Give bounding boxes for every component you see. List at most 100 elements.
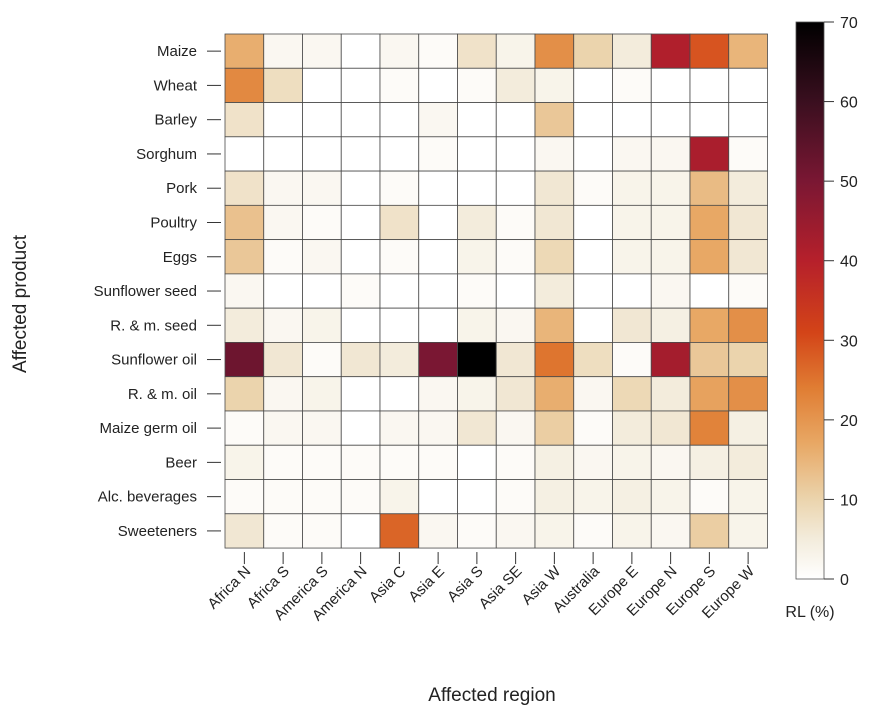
- heatmap-cell: [302, 170, 342, 206]
- y-axis-title: Affected product: [10, 234, 31, 373]
- heatmap-cell: [534, 479, 575, 515]
- heatmap-cell: [612, 513, 652, 549]
- heatmap-cell: [418, 513, 458, 549]
- heatmap-cells: [224, 33, 768, 549]
- heatmap-cell: [650, 513, 691, 549]
- heatmap-cell: [340, 67, 381, 103]
- y-tick-label: Sorghum: [136, 146, 197, 163]
- heatmap-cell: [534, 204, 575, 241]
- heatmap-cell: [689, 273, 730, 309]
- heatmap-cell: [689, 67, 730, 103]
- heatmap-cell: [379, 342, 420, 378]
- heatmap-cell: [302, 102, 342, 138]
- heatmap-cell: [418, 67, 458, 103]
- x-tick-label: Asia SE: [476, 563, 526, 613]
- heatmap-cell: [340, 444, 381, 480]
- colorbar-label: RL (%): [785, 604, 834, 621]
- heatmap-cell: [418, 204, 458, 241]
- heatmap-cell: [263, 204, 303, 241]
- heatmap-cell: [224, 239, 265, 275]
- heatmap-cell: [263, 170, 303, 206]
- heatmap-cell: [340, 170, 381, 206]
- heatmap-cell: [340, 307, 381, 343]
- heatmap-cell: [457, 307, 497, 343]
- heatmap-cell: [650, 410, 691, 446]
- heatmap-cell: [689, 479, 730, 515]
- y-tick-label: Maize germ oil: [99, 420, 197, 437]
- y-tick-labels: Maize Wheat Barley Sorghum Pork Poultry Eggs Su…: [94, 43, 221, 540]
- heatmap-cell: [379, 102, 420, 138]
- heatmap-cell: [728, 444, 768, 480]
- heatmap-cell: [612, 136, 652, 172]
- heatmap-cell: [573, 376, 613, 412]
- heatmap-cell: [573, 444, 613, 480]
- heatmap-cell: [689, 204, 730, 241]
- heatmap-cell: [689, 33, 730, 69]
- heatmap-cell: [612, 410, 652, 446]
- heatmap-cell: [457, 204, 497, 241]
- heatmap-cell: [573, 239, 613, 275]
- heatmap-cell: [379, 410, 420, 446]
- heatmap-cell: [495, 33, 536, 69]
- heatmap-cell: [379, 170, 420, 206]
- heatmap-cell: [612, 479, 652, 515]
- heatmap-cell: [728, 307, 768, 343]
- heatmap-cell: [612, 33, 652, 69]
- heatmap-cell: [495, 376, 536, 412]
- heatmap-cell: [379, 239, 420, 275]
- heatmap-cell: [379, 513, 420, 549]
- heatmap-cell: [534, 513, 575, 549]
- heatmap-cell: [224, 342, 265, 378]
- heatmap-cell: [340, 273, 381, 309]
- heatmap-cell: [650, 204, 691, 241]
- heatmap-cell: [495, 513, 536, 549]
- heatmap-cell: [457, 33, 497, 69]
- heatmap-cell: [263, 67, 303, 103]
- heatmap-cell: [495, 170, 536, 206]
- heatmap-cell: [224, 102, 265, 138]
- heatmap-cell: [573, 307, 613, 343]
- heatmap-cell: [573, 342, 613, 378]
- colorbar-tick-label: 70: [840, 15, 858, 32]
- heatmap-cell: [650, 273, 691, 309]
- heatmap-cell: [418, 444, 458, 480]
- heatmap-cell: [534, 342, 575, 378]
- heatmap-cell: [224, 444, 265, 480]
- heatmap-cell: [340, 513, 381, 549]
- heatmap-cell: [418, 342, 458, 378]
- heatmap-cell: [340, 204, 381, 241]
- colorbar: [795, 21, 825, 580]
- heatmap-cell: [495, 410, 536, 446]
- heatmap-cell: [418, 376, 458, 412]
- heatmap-cell: [534, 307, 575, 343]
- heatmap-cell: [495, 102, 536, 138]
- heatmap-cell: [224, 136, 265, 172]
- heatmap-cell: [573, 102, 613, 138]
- heatmap-cell: [495, 67, 536, 103]
- heatmap-cell: [224, 204, 265, 241]
- heatmap-cell: [728, 136, 768, 172]
- heatmap-cell: [534, 444, 575, 480]
- heatmap-cell: [418, 410, 458, 446]
- heatmap-cell: [263, 273, 303, 309]
- heatmap-cell: [379, 479, 420, 515]
- heatmap-cell: [728, 102, 768, 138]
- heatmap-cell: [224, 376, 265, 412]
- colorbar-tick-label: 10: [840, 492, 858, 509]
- heatmap-cell: [263, 376, 303, 412]
- heatmap-cell: [340, 33, 381, 69]
- heatmap-cell: [728, 273, 768, 309]
- heatmap-cell: [495, 239, 536, 275]
- heatmap-cell: [457, 513, 497, 549]
- heatmap-cell: [612, 444, 652, 480]
- heatmap-cell: [418, 102, 458, 138]
- heatmap-cell: [573, 204, 613, 241]
- y-tick-label: Maize: [157, 43, 197, 60]
- heatmap-cell: [302, 33, 342, 69]
- heatmap-cell: [728, 204, 768, 241]
- y-tick-label: Sunflower oil: [111, 352, 197, 369]
- heatmap-cell: [457, 239, 497, 275]
- heatmap-cell: [728, 376, 768, 412]
- heatmap-cell: [573, 33, 613, 69]
